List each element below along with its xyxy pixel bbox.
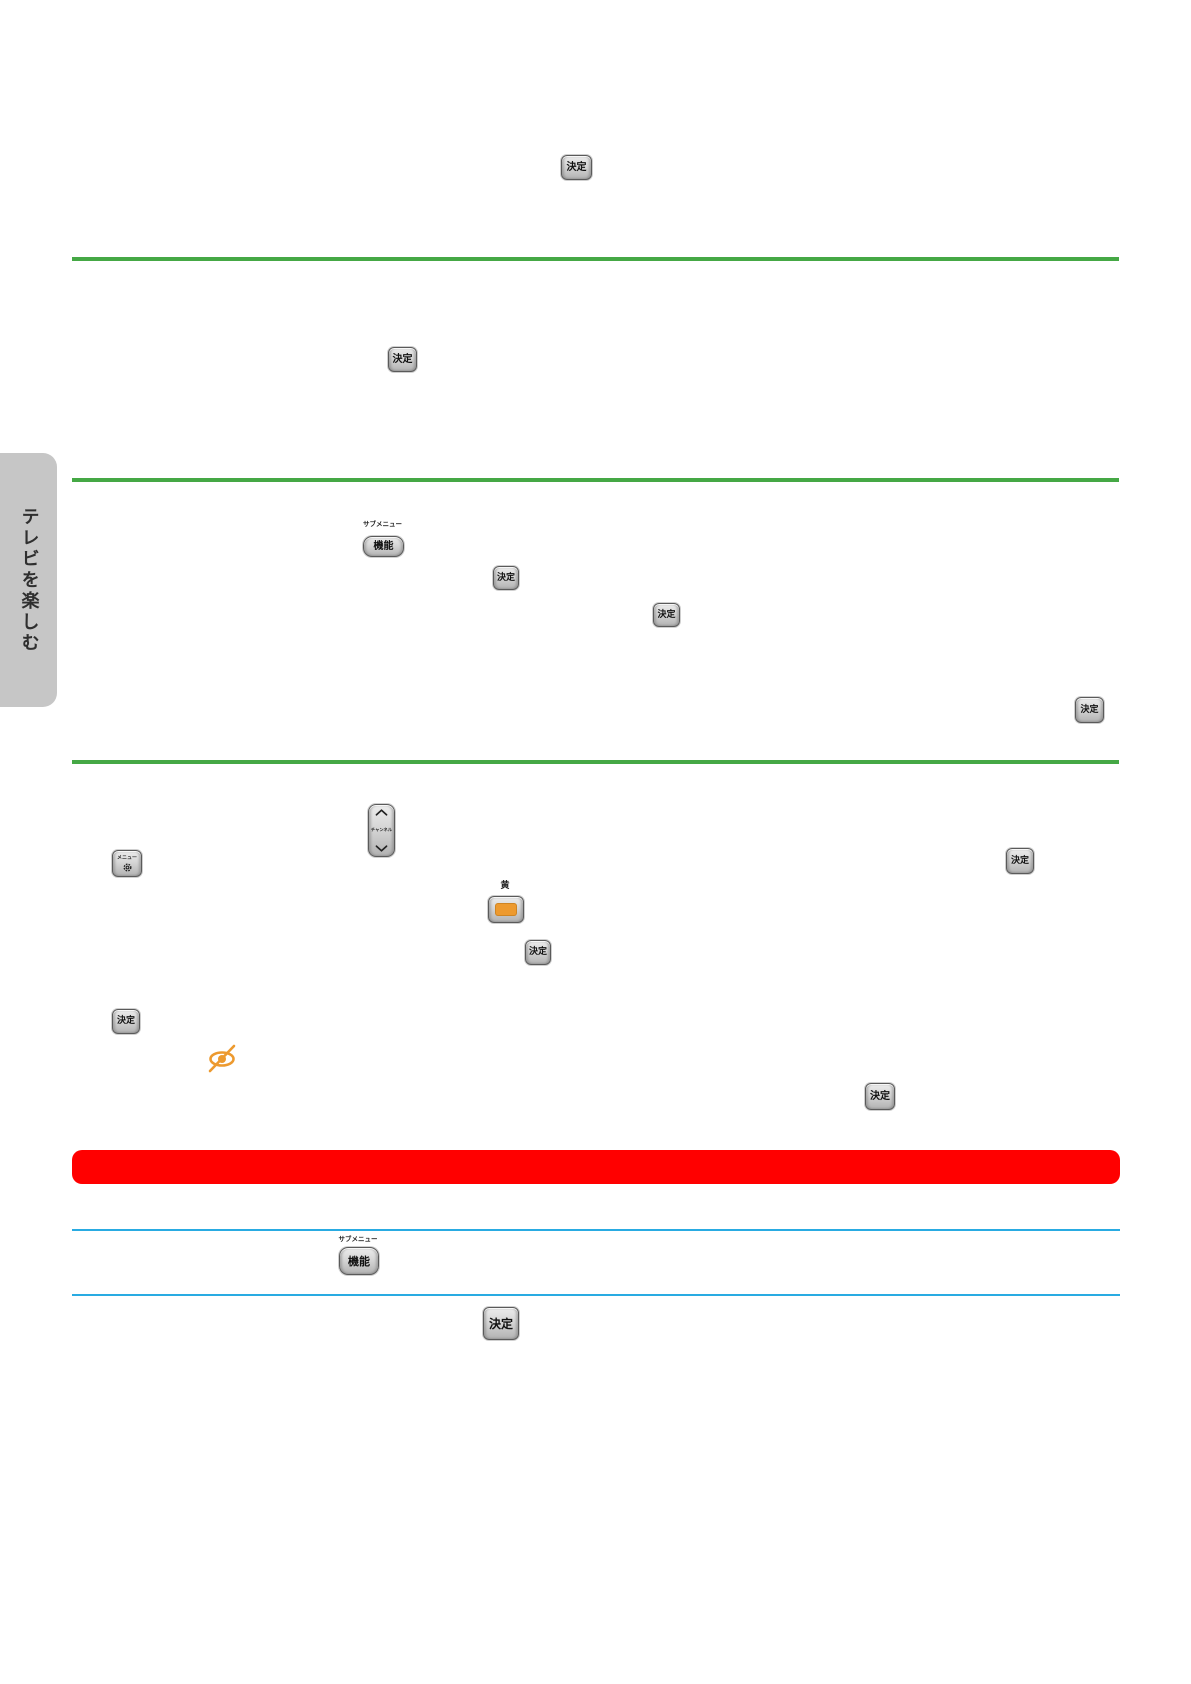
function-key-label: 機能 <box>348 1254 370 1268</box>
decide-key: 決定 <box>865 1083 895 1110</box>
channel-key-label: チャンネル <box>370 827 393 833</box>
channel-rocker-key: チャンネル <box>368 804 395 857</box>
red-heading-banner <box>72 1150 1120 1184</box>
decide-key: 決定 <box>112 1009 140 1034</box>
decide-key-label: 決定 <box>870 1090 890 1102</box>
menu-key: メニュー <box>112 850 142 877</box>
note-rule-cyan-1 <box>72 1229 1120 1231</box>
chapter-side-tab: テレビを楽しむ <box>0 453 57 707</box>
yellow-key-face <box>495 903 517 916</box>
gear-icon <box>122 862 133 873</box>
function-key-label: 機能 <box>373 540 394 552</box>
function-key: 機能 <box>363 536 404 557</box>
decide-key-label: 決定 <box>116 1016 135 1026</box>
decide-key-label: 決定 <box>1010 855 1029 866</box>
decide-key-label: 決定 <box>657 609 676 620</box>
yellow-color-key <box>488 896 524 923</box>
crossed-eye-icon <box>205 1041 239 1075</box>
section-rule-green-1 <box>72 257 1119 261</box>
section-rule-green-2 <box>72 478 1119 482</box>
decide-key-label: 決定 <box>392 353 413 365</box>
decide-key-label: 決定 <box>488 1316 513 1331</box>
decide-key: 決定 <box>388 347 417 372</box>
decide-key-label: 決定 <box>1080 704 1099 715</box>
decide-key: 決定 <box>483 1307 519 1340</box>
yellow-key-label: 黄 <box>500 881 510 891</box>
decide-key: 決定 <box>653 603 680 627</box>
decide-key-label: 決定 <box>528 947 547 957</box>
decide-key: 決定 <box>493 566 519 590</box>
chapter-side-tab-label: テレビを楽しむ <box>18 506 40 654</box>
note-rule-cyan-2 <box>72 1294 1120 1296</box>
decide-key: 決定 <box>1075 697 1104 723</box>
decide-key-label: 決定 <box>496 572 515 583</box>
decide-key-label: 決定 <box>566 161 587 173</box>
decide-key: 決定 <box>1006 848 1034 874</box>
menu-key-label: メニュー <box>116 855 137 861</box>
submenu-key-label: サブメニュー <box>338 1235 378 1243</box>
chevron-up-icon <box>375 809 388 816</box>
decide-key: 決定 <box>525 940 551 965</box>
section-rule-green-3 <box>72 760 1119 764</box>
submenu-key-label: サブメニュー <box>363 520 402 528</box>
decide-key: 決定 <box>561 155 592 180</box>
function-key: 機能 <box>339 1247 379 1275</box>
chevron-down-icon <box>375 845 388 852</box>
